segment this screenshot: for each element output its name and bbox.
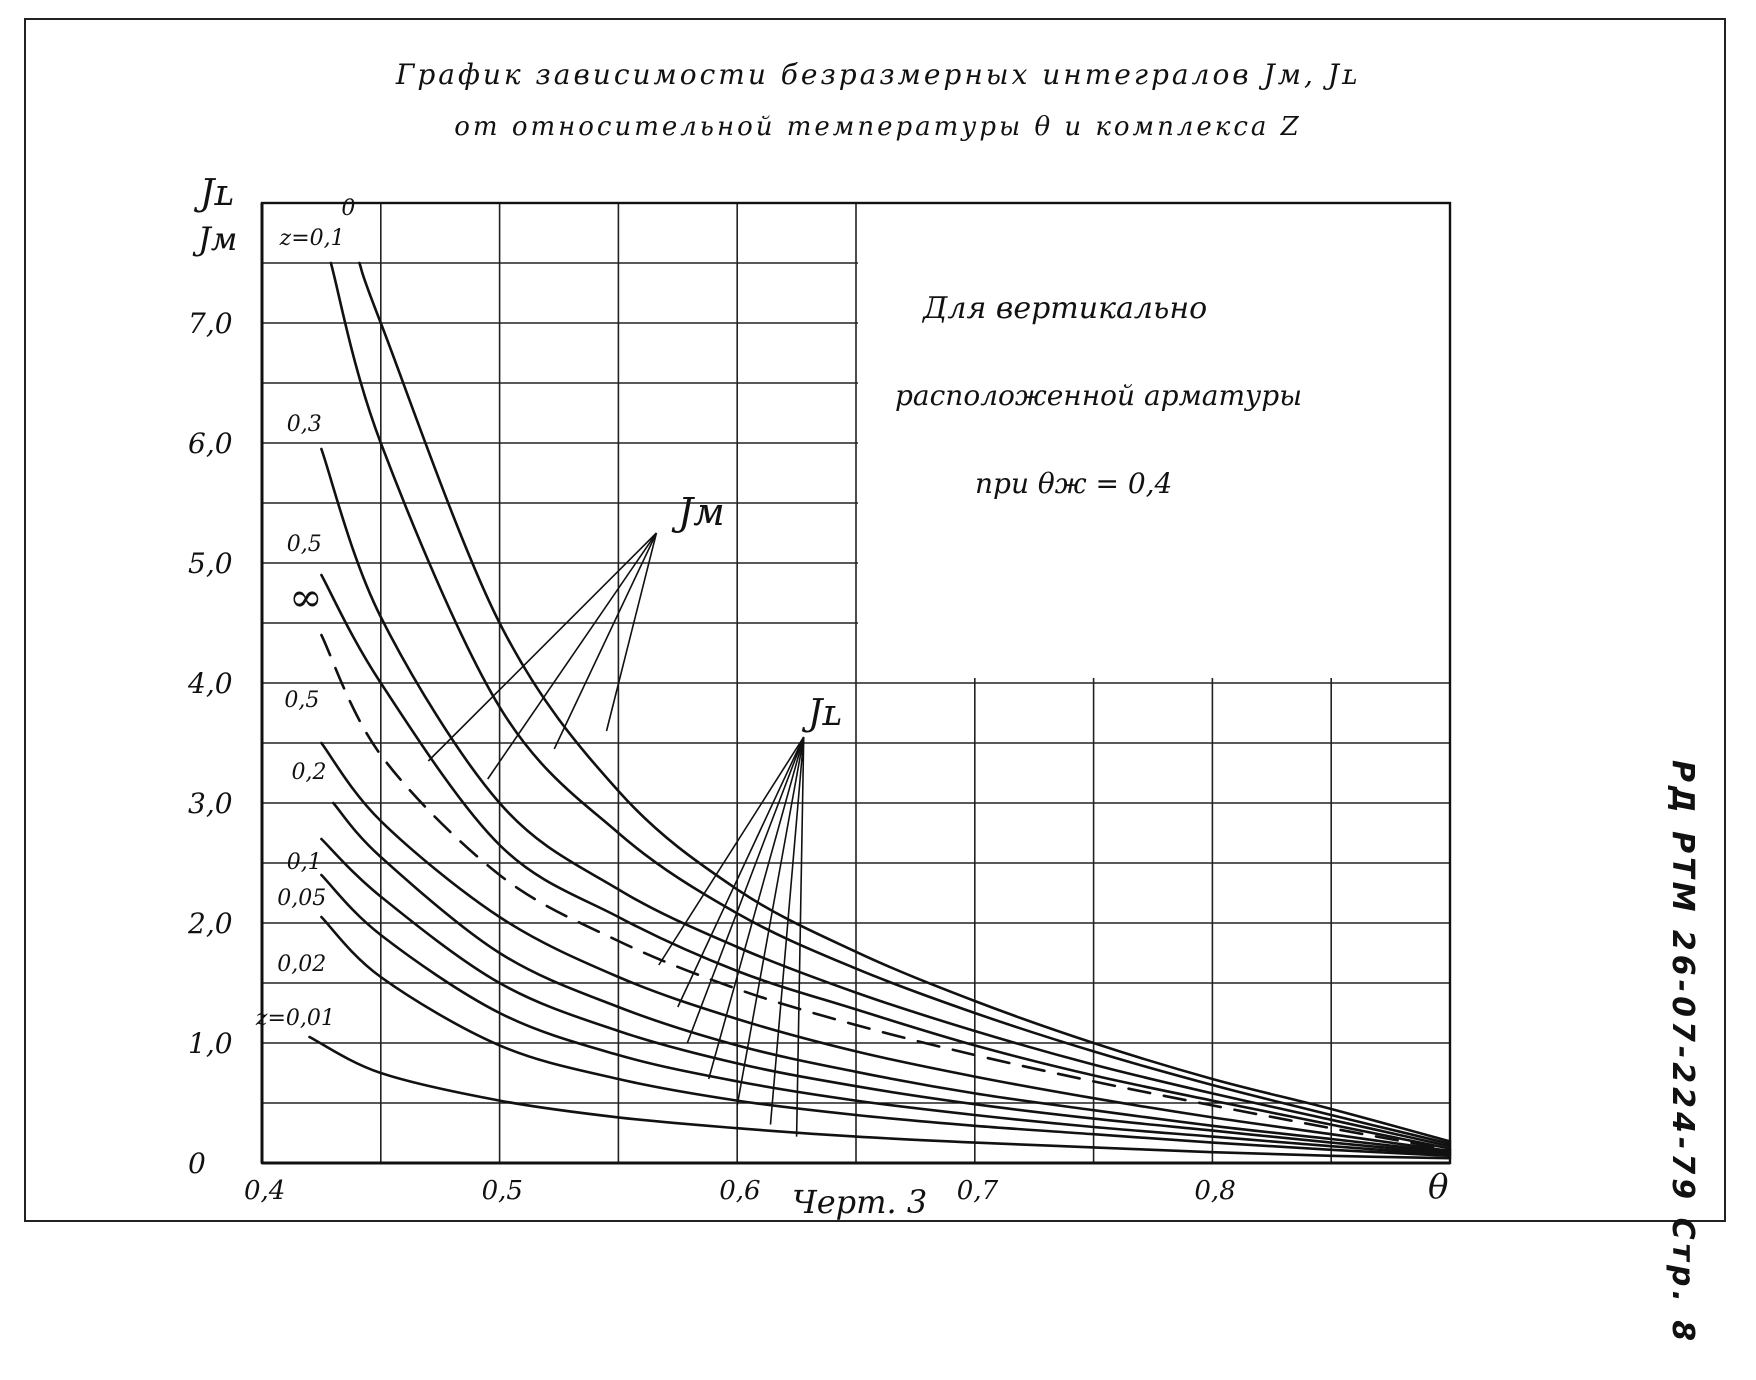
y-tick-label: 0 [188,1147,206,1180]
figure-caption: Черт. 3 [792,1183,927,1221]
curve-label: 0,05 [277,886,326,911]
series-line-jl-7 [320,837,1452,1155]
pointers-layer [427,532,805,1137]
curve-label: 0,02 [277,952,326,977]
pointer-line-jm-0 [427,532,657,762]
y-tick-label: 4,0 [187,667,233,700]
pointer-label-jl: Jʟ [801,693,842,734]
series-line-jm-1 [329,261,1452,1146]
series-line-jl-5 [320,741,1452,1153]
note-line-2: расположенной арматуры [895,379,1302,412]
x-tick-label: 0,5 [482,1176,523,1206]
document-code-stamp: РД РТМ 26-07-224-79 Стр. 8 [1665,760,1700,1346]
x-tick-label: 0,8 [1194,1176,1235,1206]
series-line-jl-6 [332,801,1452,1154]
y-tick-label: 3,0 [188,787,233,820]
pointer-line-jl-5 [769,736,805,1125]
curve-label: 0,5 [287,532,322,557]
series-line-jl-10 [308,1035,1452,1160]
series-line-jm-2 [320,447,1452,1148]
note-line-1: Для вертикально [921,291,1207,326]
y-tick-label: 1,0 [188,1027,233,1060]
y-tick-label: 6,0 [188,427,233,460]
curve-label: 0,5 [284,688,319,713]
series-line-jl-9 [320,915,1452,1158]
chart-canvas: Для вертикально расположенной арматуры п… [187,173,1452,1221]
series-line-jm-3 [320,573,1452,1150]
pointer-line-jl-1 [677,736,805,1008]
curve-label: ∞ [289,575,322,621]
curve-label: z=0,1 [279,226,345,251]
series-line-jm-0 [358,261,1452,1143]
x-tick-label: 0,6 [719,1176,760,1206]
pointer-line-jl-0 [658,736,805,966]
chart-title-line-1: График зависимости безразмерных интеграл… [395,58,1361,91]
series-line-jl-8 [320,873,1452,1156]
note-line-3: при θж = 0,4 [975,467,1172,500]
series-line-jm-4 [320,633,1452,1152]
note-box-background [858,203,1450,678]
y-axis-label-bottom: Jм [192,220,237,258]
labels-layer: 0 z=0,1 0,3 0,5 ∞ 0,5 0,2 0,1 0,05 0,02 z=0,01 [255,196,356,1031]
curve-label: 0,3 [287,412,322,437]
y-tick-label: 2,0 [187,907,233,940]
pointer-label-jm: Jм [671,490,725,534]
x-axis-label: θ [1428,1167,1448,1207]
axes-layer [260,201,1452,1165]
curve-label: z=0,01 [255,1006,335,1031]
pointer-line-jl-3 [707,736,805,1080]
pointer-line-jm-1 [487,532,658,780]
chart-title-line-2: от относительной температуры θ и комплек… [454,112,1302,142]
pointer-line-jm-2 [553,532,658,750]
pointer-line-jl-6 [795,736,805,1137]
x-tick-label: 0,4 [244,1176,285,1206]
curve-label: 0 [341,196,355,221]
curve-label: 0,2 [292,760,327,785]
ticks-layer: 0,4 0,5 0,6 0,7 0,8 0 1,0 2,0 3,0 4,0 5,0 6,0 7,0 [187,307,1236,1206]
curve-label: 0,1 [287,850,322,875]
y-axis-label-top: Jʟ [193,173,234,214]
curves-layer [308,261,1452,1160]
pointer-line-jm-3 [605,532,658,732]
note-box: Для вертикально расположенной арматуры п… [858,203,1450,678]
y-tick-label: 5,0 [188,547,233,580]
page-frame [24,18,1726,1222]
pointer-line-jl-4 [736,736,805,1106]
x-tick-label: 0,7 [957,1176,999,1206]
y-tick-label: 7,0 [188,307,233,340]
pointer-line-jl-2 [686,736,805,1044]
